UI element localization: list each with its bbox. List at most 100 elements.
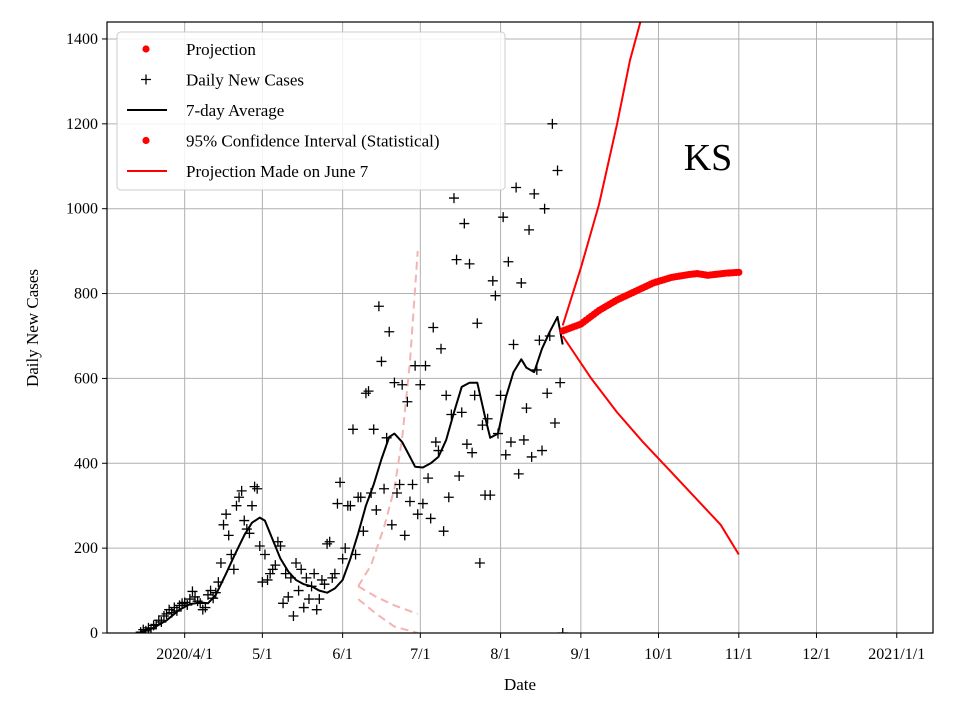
data-point-plus [358,526,369,537]
y-tick-label: 1000 [66,201,98,218]
data-point-plus [202,589,213,600]
legend-label: Daily New Cases [186,71,304,90]
data-point-plus [534,335,545,346]
data-point-plus [451,254,462,265]
data-point-plus [161,608,172,619]
data-point-plus [288,611,299,622]
data-point-plus [270,560,281,571]
data-point-plus [417,498,428,509]
x-tick-label: 2021/1/1 [868,646,925,663]
data-point-plus [265,568,276,579]
x-tick-label: 12/1 [802,646,830,663]
data-point-plus [368,424,379,435]
data-point-plus [490,290,501,301]
data-point-plus [252,483,263,494]
data-point-plus [228,564,239,575]
data-point-plus [456,407,467,418]
legend-item: 95% Confidence Interval (Statistical) [142,132,440,151]
data-point-plus [218,519,229,530]
data-point-plus [373,301,384,312]
legend-label: Projection Made on June 7 [186,162,369,181]
data-point-plus [184,594,195,605]
data-point-plus [420,360,431,371]
x-tick-label: 7/1 [410,646,430,663]
data-point-plus [327,572,338,583]
legend-item: 7-day Average [127,101,284,120]
data-point-plus [495,390,506,401]
data-point-plus [464,258,475,269]
data-point-plus [301,572,312,583]
data-point-plus [399,530,410,541]
data-point-plus [402,396,413,407]
data-point-plus [376,356,387,367]
data-point-plus [524,224,535,235]
data-point-plus [430,437,441,448]
data-point-plus [423,473,434,484]
y-tick-label: 1400 [66,31,98,48]
data-point-plus [469,390,480,401]
data-point-plus [529,188,540,199]
legend-plus-marker [141,74,151,85]
data-point-plus [397,379,408,390]
data-point-plus [472,318,483,329]
data-point-plus [386,519,397,530]
x-tick-label: 6/1 [332,646,352,663]
data-point-plus [505,437,516,448]
legend-dot-marker [142,45,150,53]
data-point-plus [516,277,527,288]
data-point-plus [247,500,258,511]
data-point-plus [249,481,260,492]
y-tick-label: 800 [74,286,98,303]
data-point-plus [197,604,208,615]
data-point-plus [309,568,320,579]
data-point-plus [314,594,325,605]
data-point-plus [467,447,478,458]
data-point-plus [335,477,346,488]
data-point-plus [303,594,314,605]
data-point-plus [239,515,250,526]
data-point-plus [291,557,302,568]
data-point-plus [158,611,169,622]
data-point-plus [254,541,265,552]
data-point-plus [526,451,537,462]
legend-dot-marker [142,136,150,145]
data-point-plus [511,182,522,193]
data-point-plus [477,420,488,431]
data-point-plus [275,541,286,552]
data-point-plus [371,504,382,515]
data-point-plus [205,585,216,596]
data-point-plus [547,118,558,129]
data-point-plus [340,543,351,554]
data-point-plus [500,449,511,460]
data-point-plus [537,445,548,456]
data-point-plus [257,577,268,588]
data-point-plus [283,591,294,602]
data-point-plus [381,432,392,443]
data-point-plus [503,256,514,267]
data-point-plus [223,530,234,541]
data-point-plus [446,409,457,420]
data-point-plus [394,479,405,490]
data-point-plus [236,485,247,496]
data-point-plus [293,585,304,596]
data-point-plus [459,218,470,229]
state-annotation: KS [684,137,733,179]
data-point-plus [231,500,242,511]
data-point-plus [234,492,245,503]
data-point-plus [322,538,333,549]
data-point-plus [412,509,423,520]
x-tick-label: 5/1 [252,646,272,663]
data-point-plus [555,377,566,388]
data-point-plus [379,483,390,494]
y-tick-label: 400 [74,455,98,472]
legend-label: Projection [186,40,256,59]
data-point-plus [518,434,529,445]
data-point-plus [177,598,188,609]
y-tick-label: 1200 [66,116,98,133]
data-point-plus [454,471,465,482]
x-tick-label: 10/1 [644,646,672,663]
data-point-plus [319,579,330,590]
data-point-plus [487,275,498,286]
data-point-plus [324,536,335,547]
data-point-plus [404,496,415,507]
